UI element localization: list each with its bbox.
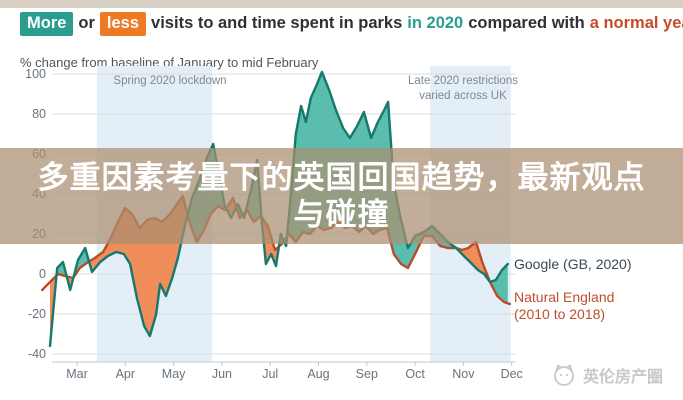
title-compared: compared with	[468, 14, 585, 32]
x-tick-label: Nov	[452, 367, 475, 381]
less-badge: less	[99, 12, 147, 36]
x-tick-label: Oct	[405, 367, 425, 381]
annotation-late-2020-restrictions: Late 2020 restrictions varied across UK	[408, 75, 518, 102]
title-normal-year-highlight: a normal year.	[589, 14, 683, 32]
x-tick-label: Apr	[116, 367, 135, 381]
title-2020-highlight: in 2020	[407, 14, 464, 32]
y-tick-label: 0	[39, 267, 46, 281]
chart-title: More or less visits to and time spent in pa…	[20, 12, 683, 36]
annotation-spring-lockdown: Spring 2020 lockdown	[113, 75, 227, 87]
x-tick-label: Aug	[307, 367, 329, 381]
y-axis-caption: % change from baseline of January to mid…	[20, 55, 319, 70]
x-tick-label: May	[162, 367, 186, 381]
watermark: 英伦房产圈	[551, 362, 663, 388]
chinese-caption-overlay: 多重因素考量下的英国回国趋势，最新观点 与碰撞	[0, 148, 683, 244]
overlay-text-line2: 与碰撞	[293, 197, 390, 232]
x-tick-label: Dec	[501, 367, 523, 381]
y-tick-label: 80	[32, 107, 46, 121]
y-tick-label: 100	[25, 67, 46, 81]
y-tick-label: -40	[28, 347, 46, 361]
x-tick-label: Jul	[262, 367, 278, 381]
more-badge: More	[20, 12, 74, 36]
y-tick-label: -20	[28, 307, 46, 321]
legend-natural-england-series: Natural England (2010 to 2018)	[514, 289, 615, 322]
x-tick-label: Sep	[356, 367, 378, 381]
overlay-text-line1: 多重因素考量下的英国回国趋势，最新观点	[37, 160, 646, 195]
google-area	[57, 73, 508, 304]
title-mid: visits to and time spent in parks	[151, 14, 403, 32]
top-edge-strip	[0, 0, 683, 8]
x-tick-label: Mar	[66, 367, 88, 381]
title-or: or	[78, 14, 95, 32]
watermark-cat-logo-icon	[554, 364, 574, 386]
x-tick-label: Jun	[212, 367, 232, 381]
legend-google-series: Google (GB, 2020)	[514, 256, 632, 272]
watermark-text: 英伦房产圈	[582, 369, 663, 386]
